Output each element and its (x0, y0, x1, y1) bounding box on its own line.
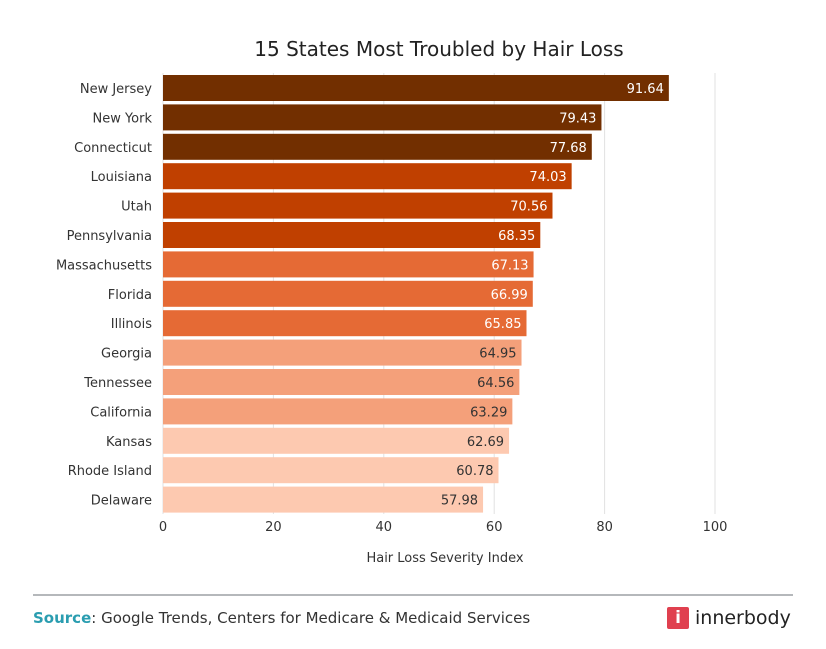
value-label: 63.29 (470, 405, 507, 420)
source-text: : Google Trends, Centers for Medicare & … (91, 609, 531, 627)
value-label: 68.35 (498, 229, 535, 244)
category-label: Florida (108, 288, 152, 303)
value-label: 62.69 (467, 435, 504, 450)
value-label: 74.03 (529, 170, 566, 185)
category-label: Connecticut (74, 141, 152, 156)
chart-title: 15 States Most Troubled by Hair Loss (254, 37, 623, 61)
value-label: 57.98 (441, 494, 478, 509)
category-label: Kansas (106, 435, 152, 450)
category-label: New Jersey (80, 82, 152, 97)
category-label: Rhode Island (68, 464, 152, 479)
bar (163, 75, 669, 101)
value-label: 66.99 (491, 288, 528, 303)
bar (163, 104, 602, 131)
category-label: Georgia (101, 347, 152, 362)
x-tick-label: 100 (703, 520, 728, 535)
value-label: 77.68 (550, 141, 587, 156)
x-tick-label: 0 (159, 520, 167, 535)
bar (163, 310, 527, 337)
bar (163, 133, 592, 160)
category-label: Delaware (91, 494, 152, 509)
value-label: 67.13 (491, 258, 528, 273)
innerbody-logo: i innerbody (667, 607, 791, 629)
x-axis-label: Hair Loss Severity Index (366, 551, 523, 566)
value-label: 60.78 (456, 464, 493, 479)
category-label: Utah (121, 200, 152, 215)
source-label: Source (33, 609, 92, 627)
value-label: 65.85 (484, 317, 521, 332)
category-label: New York (92, 111, 152, 126)
value-label: 64.95 (479, 347, 516, 362)
value-label: 64.56 (477, 376, 514, 391)
bar (163, 427, 510, 454)
bar (163, 192, 553, 219)
category-label: Tennessee (83, 376, 152, 391)
category-label: Pennsylvania (67, 229, 152, 244)
bar (163, 369, 520, 395)
category-label: Massachusetts (56, 258, 152, 273)
bar (163, 486, 484, 513)
bar (163, 398, 513, 425)
bar (163, 222, 541, 248)
divider (33, 594, 793, 596)
bar (163, 280, 533, 307)
bar (163, 163, 572, 190)
bar-chart: 15 States Most Troubled by Hair Loss 0 20… (56, 37, 728, 566)
category-label: California (90, 405, 152, 420)
x-tick-label: 80 (596, 520, 613, 535)
value-label: 91.64 (627, 82, 664, 97)
bar (163, 457, 499, 484)
x-tick-label: 60 (486, 520, 503, 535)
logo-icon: i (667, 607, 689, 629)
bar (163, 339, 522, 366)
x-tick-label: 40 (376, 520, 393, 535)
value-label: 70.56 (510, 200, 547, 215)
bar (163, 251, 534, 278)
logo-text: innerbody (695, 607, 791, 629)
category-label: Illinois (111, 317, 152, 332)
x-tick-label: 20 (265, 520, 282, 535)
value-label: 79.43 (559, 111, 596, 126)
category-label: Louisiana (91, 170, 152, 185)
source-note: Source: Google Trends, Centers for Medic… (33, 609, 530, 627)
